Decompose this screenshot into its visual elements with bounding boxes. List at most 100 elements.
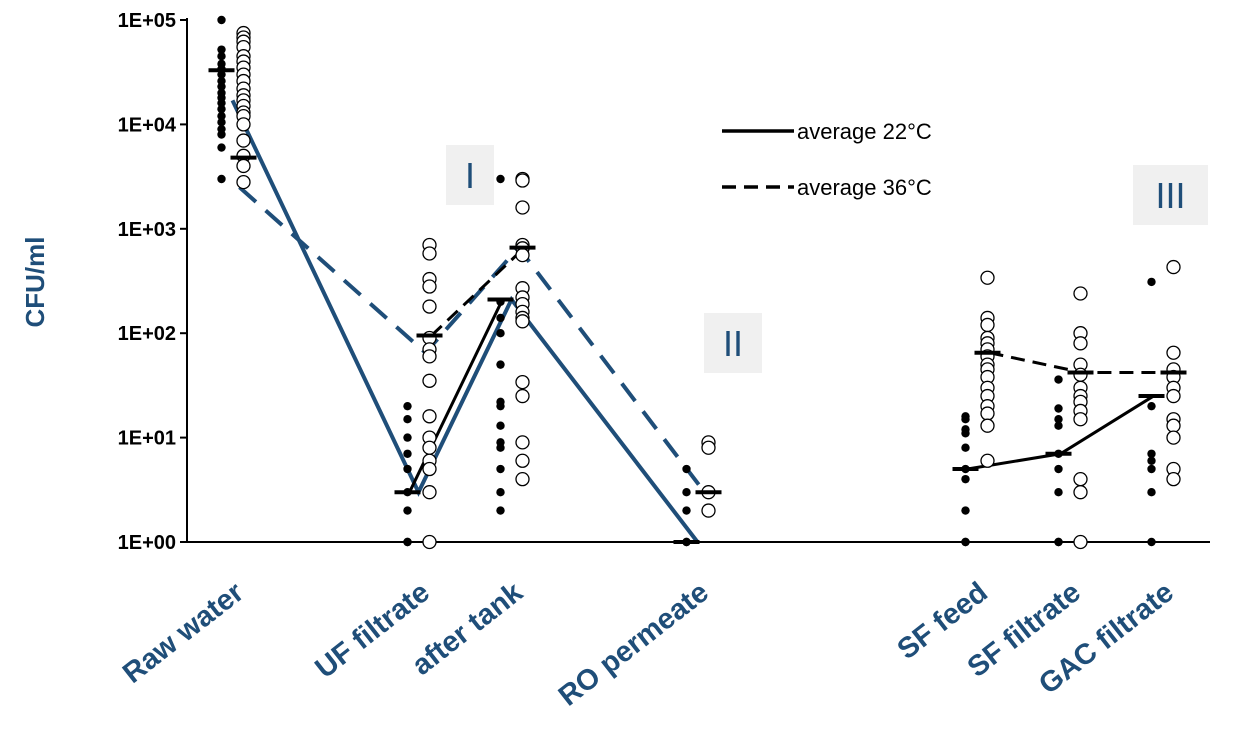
data-point-22: [682, 487, 691, 497]
zone-box: [1133, 165, 1208, 225]
data-point-22: [496, 329, 505, 338]
y-tick-label: 1E+05: [118, 10, 176, 32]
data-points: [217, 15, 1181, 550]
zone-box: [446, 145, 494, 205]
data-point-22: [496, 421, 505, 430]
legend-label: average 36°C: [797, 175, 932, 200]
data-point-22: [496, 401, 505, 411]
data-point-22: [1054, 421, 1063, 430]
data-point-22: [403, 433, 412, 442]
data-point-36: [422, 349, 437, 364]
data-point-36: [701, 440, 716, 455]
data-point-22: [1147, 464, 1156, 474]
average-marks: [208, 68, 1187, 544]
data-point-22: [403, 537, 412, 547]
data-point-22: [496, 506, 505, 515]
data-point-36: [1073, 286, 1088, 301]
data-point-36: [236, 158, 251, 174]
data-point-22: [961, 443, 970, 452]
data-point-22: [1054, 375, 1063, 384]
zone-label: III: [1155, 175, 1185, 216]
data-point-22: [496, 464, 505, 474]
legend-label: average 22°C: [797, 119, 932, 144]
data-point-22: [961, 474, 970, 484]
data-point-36: [1073, 412, 1088, 427]
data-point-36: [515, 247, 530, 263]
y-tick-label: 1E+01: [118, 428, 176, 450]
data-point-22: [217, 143, 226, 152]
data-point-22: [217, 82, 226, 91]
data-point-22: [682, 506, 691, 515]
data-point-36: [1073, 534, 1088, 550]
data-point-22: [1147, 487, 1156, 497]
y-tick-label: 1E+02: [118, 323, 176, 345]
data-point-36: [1166, 388, 1181, 404]
zone-box: [704, 313, 762, 373]
highlight-line-dashed: [238, 185, 707, 494]
data-point-36: [980, 270, 995, 285]
x-category-label: Raw water: [117, 576, 250, 690]
data-point-22: [961, 537, 970, 547]
data-point-36: [1073, 485, 1088, 500]
data-point-22: [217, 45, 226, 54]
data-point-36: [422, 299, 437, 314]
data-point-36: [980, 418, 995, 433]
data-point-22: [496, 487, 505, 497]
data-point-22: [1054, 487, 1063, 497]
data-point-36: [236, 117, 251, 132]
data-point-22: [496, 313, 505, 323]
highlight-lines: [230, 99, 707, 544]
x-category-label: RO permeate: [553, 576, 715, 712]
data-point-36: [1166, 430, 1181, 445]
y-tick-label: 1E+03: [118, 219, 176, 241]
data-point-36: [236, 133, 251, 148]
y-tick-label: 1E+04: [118, 114, 177, 136]
data-point-22: [217, 117, 226, 127]
data-point-36: [515, 173, 530, 188]
data-point-22: [961, 506, 970, 515]
data-point-22: [1147, 277, 1156, 287]
data-point-36: [701, 503, 716, 518]
data-point-22: [682, 464, 691, 474]
data-point-22: [217, 70, 226, 79]
zone-label: I: [465, 155, 475, 196]
data-point-36: [1166, 259, 1181, 275]
data-point-22: [961, 429, 970, 438]
data-point-22: [403, 449, 412, 458]
zone-label: II: [723, 323, 743, 364]
data-point-36: [1166, 471, 1181, 487]
data-point-22: [1054, 537, 1063, 547]
data-point-22: [1147, 456, 1156, 465]
data-point-36: [515, 200, 530, 215]
data-point-22: [217, 104, 226, 114]
data-point-22: [403, 506, 412, 515]
data-point-36: [422, 461, 437, 477]
data-point-22: [1054, 464, 1063, 474]
data-point-22: [496, 174, 505, 184]
y-axis-label: CFU/ml: [20, 237, 50, 328]
highlight-line-solid: [230, 99, 700, 544]
data-point-36: [515, 471, 530, 487]
data-point-36: [1166, 418, 1181, 433]
data-point-22: [1054, 415, 1063, 424]
data-point-36: [422, 279, 437, 294]
data-point-36: [515, 435, 530, 450]
data-point-22: [217, 111, 226, 121]
data-point-36: [236, 174, 251, 190]
data-point-22: [217, 52, 226, 61]
data-point-22: [217, 174, 226, 184]
data-point-36: [980, 317, 995, 333]
data-point-36: [980, 406, 995, 421]
data-point-36: [515, 374, 530, 390]
data-point-22: [1147, 401, 1156, 411]
data-point-22: [961, 415, 970, 424]
data-point-22: [1147, 449, 1156, 458]
data-point-22: [403, 415, 412, 424]
data-point-22: [403, 401, 412, 411]
data-point-22: [217, 15, 226, 25]
data-point-36: [422, 534, 437, 550]
data-point-22: [217, 130, 226, 139]
data-point-36: [422, 440, 437, 455]
data-point-36: [515, 314, 530, 329]
